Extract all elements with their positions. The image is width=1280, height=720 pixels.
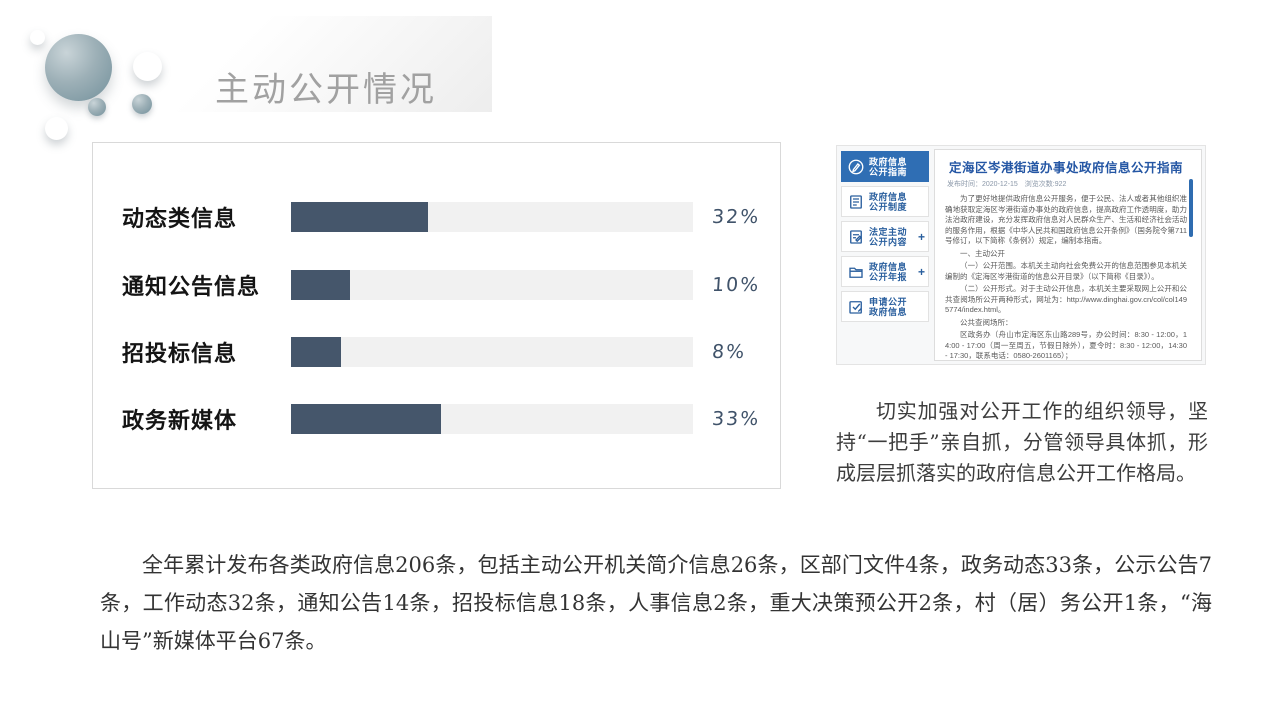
bar-value-label: 8% xyxy=(711,341,747,363)
folder-icon xyxy=(847,263,865,281)
decor-circle-small xyxy=(88,98,106,116)
bar-label: 动态类信息 xyxy=(122,206,238,232)
article-body: 为了更好地提供政府信息公开服务，便于公民、法人或者其他组织准确地获取定海区岑港街… xyxy=(945,194,1187,360)
article-title: 定海区岑港街道办事处政府信息公开指南 xyxy=(948,161,1183,175)
sidebar-item-guide[interactable]: 政府信息 公开指南 xyxy=(841,151,929,182)
bar-fill xyxy=(291,404,441,434)
scrollbar-thumb[interactable] xyxy=(1189,179,1193,237)
sidebar-item-label: 政府信息 xyxy=(869,261,908,272)
decor-sphere-large xyxy=(45,34,112,101)
decor-circle-white xyxy=(133,52,162,81)
webpage-article: 定海区岑港街道办事处政府信息公开指南 发布时间：2020-12-15 浏览次数:… xyxy=(934,149,1202,361)
document-icon xyxy=(847,193,865,211)
caption-text: 切实加强对公开工作的组织领导，坚持“一把手”亲自抓，分管领导具体抓，形成层层抓落… xyxy=(836,399,1208,485)
decor-circle-small xyxy=(132,94,152,114)
sidebar-item-system[interactable]: 政府信息 公开制度 xyxy=(841,186,929,217)
clipboard-pen-icon xyxy=(847,228,865,246)
bar-label: 政务新媒体 xyxy=(122,408,238,434)
bar-fill xyxy=(291,202,429,232)
sidebar-item-apply[interactable]: 申请公开 政府信息 xyxy=(841,291,929,322)
chart-row: 通知公告信息 10% xyxy=(122,270,762,300)
sidebar-item-label: 申请公开 xyxy=(869,296,908,307)
sidebar-item-annual-report[interactable]: 政府信息 公开年报 + xyxy=(841,256,929,287)
bar-chart: 动态类信息 32% 通知公告信息 10% 招投标信息 8% 政务新媒体 33% xyxy=(92,142,781,489)
sidebar-item-statutory[interactable]: 法定主动 公开内容 + xyxy=(841,221,929,252)
chart-row: 招投标信息 8% xyxy=(122,337,747,367)
expand-plus-icon[interactable]: + xyxy=(917,264,925,279)
article-paragraph: 公共查阅场所： xyxy=(960,317,1013,327)
bar-label: 通知公告信息 xyxy=(122,274,261,300)
pen-circle-icon xyxy=(847,158,865,176)
sidebar-item-label: 政府信息 xyxy=(869,156,908,167)
expand-plus-icon[interactable]: + xyxy=(917,229,925,244)
sidebar-item-label: 法定主动 xyxy=(869,226,908,237)
bar-track xyxy=(291,404,693,434)
bar-track xyxy=(291,202,693,232)
bar-value-label: 10% xyxy=(711,274,762,296)
chart-row: 动态类信息 32% xyxy=(122,202,762,232)
check-square-pen-icon xyxy=(847,298,865,316)
article-meta: 发布时间：2020-12-15 浏览次数:922 xyxy=(947,181,1067,188)
sidebar-item-label: 政府信息 xyxy=(869,191,908,202)
article-paragraph: 区政务办（舟山市定海区东山路289号，办公时间：8:30 - 12:00，14:… xyxy=(945,330,1187,360)
webpage-screenshot: 政府信息 公开指南 政府信息 公开制度 法定主动 公开内容 + xyxy=(836,145,1206,365)
summary-paragraph: 全年累计发布各类政府信息206条，包括主动公开机关简介信息26条，区部门文件4条… xyxy=(100,553,1212,653)
bar-track xyxy=(291,270,693,300)
article-paragraph: （一）公开范围。本机关主动向社会免费公开的信息范围参见本机关编制的《定海区岑港街… xyxy=(945,261,1187,281)
bar-track xyxy=(291,337,693,367)
article-paragraph: （二）公开形式。对于主动公开信息，本机关主要采取网上公开和公共查阅场所公开两种形… xyxy=(945,284,1187,314)
webpage-sidebar: 政府信息 公开指南 政府信息 公开制度 法定主动 公开内容 + xyxy=(837,146,932,364)
chart-row: 政务新媒体 33% xyxy=(122,404,762,434)
bar-label: 招投标信息 xyxy=(122,341,238,367)
article-paragraph: 为了更好地提供政府信息公开服务，便于公民、法人或者其他组织准确地获取定海区岑港街… xyxy=(945,194,1187,245)
decor-circle-white xyxy=(30,30,45,45)
bar-fill xyxy=(291,337,341,367)
decor-circle-white xyxy=(45,117,68,140)
page-title: 主动公开情况 xyxy=(215,71,437,109)
bar-value-label: 32% xyxy=(711,206,762,228)
bar-fill xyxy=(291,270,350,300)
bar-value-label: 33% xyxy=(711,408,762,430)
article-paragraph: 一、主动公开 xyxy=(960,248,1005,258)
